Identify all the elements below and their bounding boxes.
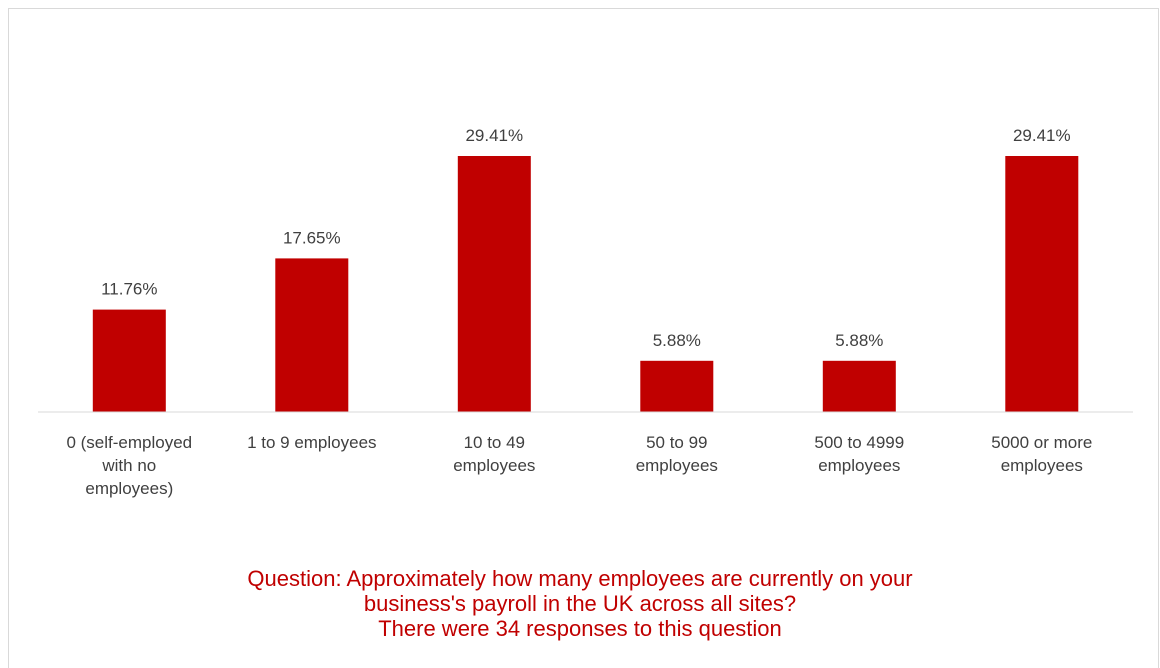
bar-0	[92, 309, 166, 412]
value-label-3: 5.88%	[653, 331, 701, 350]
category-label-4: 500 to 4999 employees	[814, 433, 904, 475]
caption-line-1: Question: Approximately how many employe…	[247, 566, 913, 591]
category-label-1: 1 to 9 employees	[247, 433, 376, 452]
category-label-0-line-1: with no	[101, 456, 156, 475]
value-label-0: 11.76%	[101, 280, 157, 299]
bar-1	[275, 258, 349, 412]
caption-line-2: business's payroll in the UK across all …	[363, 591, 797, 616]
bar-4	[822, 360, 896, 412]
bar-2	[457, 156, 531, 412]
category-label-5: 5000 or more employees	[991, 433, 1092, 475]
category-label-3-line-1: employees	[636, 456, 718, 475]
bar-5	[1005, 156, 1079, 412]
category-label-2-line-1: employees	[453, 456, 535, 475]
category-label-5-line-1: employees	[1001, 456, 1083, 475]
category-label-2-line-0: 10 to 49	[464, 433, 525, 452]
value-label-1: 17.65%	[283, 228, 341, 247]
value-label-4: 5.88%	[835, 331, 883, 350]
category-label-4-line-1: employees	[818, 456, 900, 475]
category-label-3-line-0: 50 to 99	[646, 433, 707, 452]
chart-caption: Question: Approximately how many employe…	[0, 566, 1160, 641]
bar-3	[640, 360, 714, 412]
category-label-0-line-0: 0 (self-employed	[66, 433, 192, 452]
value-label-5: 29.41%	[1013, 126, 1071, 145]
bars-group	[92, 156, 1079, 412]
value-labels-group: 11.76% 17.65% 29.41% 5.88% 5.88% 29.41%	[101, 126, 1071, 350]
category-labels-group: 0 (self-employed with no employees) 1 to 9 …	[66, 433, 1092, 498]
caption-line-3: There were 34 responses to this question	[378, 616, 782, 641]
category-label-1-line-0: 1 to 9 employees	[247, 433, 376, 452]
category-label-3: 50 to 99 employees	[636, 433, 718, 475]
category-label-5-line-0: 5000 or more	[991, 433, 1092, 452]
category-label-2: 10 to 49 employees	[453, 433, 535, 475]
category-label-0-line-2: employees)	[85, 479, 173, 498]
chart-frame	[8, 8, 1159, 668]
value-label-2: 29.41%	[465, 126, 523, 145]
category-label-4-line-0: 500 to 4999	[814, 433, 904, 452]
category-label-0: 0 (self-employed with no employees)	[66, 433, 192, 498]
bar-chart: 11.76% 17.65% 29.41% 5.88% 5.88% 29.41% 0 (se…	[38, 126, 1133, 498]
